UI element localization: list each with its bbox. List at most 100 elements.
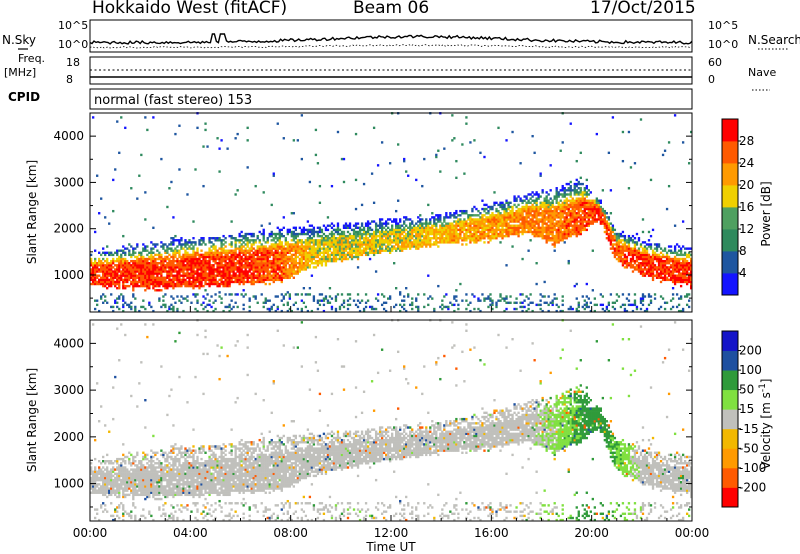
power-cell: [248, 270, 251, 273]
power-cell: [286, 228, 289, 232]
power-cell: [158, 257, 161, 261]
power-cell: [308, 264, 312, 267]
power-cell: [232, 276, 235, 279]
power-cell: [242, 253, 245, 257]
power-cell: [631, 247, 635, 250]
power-cell: [429, 230, 432, 234]
power-cell: [180, 239, 183, 242]
power-cell: [176, 272, 179, 275]
power-cell: [589, 212, 592, 215]
power-cell: [489, 207, 492, 211]
power-cell: [366, 224, 370, 227]
power-cell: [330, 232, 334, 236]
power-cell: [545, 301, 548, 304]
power-cell: [567, 205, 570, 209]
power-cell: [294, 243, 297, 246]
power-cell: [615, 232, 619, 236]
power-cell: [521, 209, 524, 213]
power-cell: [471, 226, 474, 229]
power-cell: [110, 284, 113, 288]
power-cell: [356, 243, 360, 246]
power-cell: [525, 230, 528, 234]
power-cell: [116, 259, 119, 263]
power-cell: [134, 251, 137, 254]
power-cell: [537, 228, 540, 232]
power-cell: [525, 216, 528, 219]
power-cell: [100, 264, 103, 267]
power-cell: [380, 303, 384, 307]
power-cell: [370, 228, 374, 232]
power-cell: [362, 249, 366, 252]
power-cell: [212, 274, 215, 277]
power-cell: [461, 299, 464, 302]
power-cell: [248, 249, 251, 252]
power-cell: [160, 259, 163, 263]
power-cell: [184, 253, 187, 257]
power-cell: [513, 301, 516, 304]
power-cell: [208, 278, 211, 282]
power-cell: [575, 199, 578, 202]
power-cell: [252, 241, 255, 244]
power-cell: [395, 232, 398, 236]
power-cell: [407, 245, 410, 248]
power-cell: [342, 237, 346, 240]
power-cell: [481, 232, 484, 236]
power-cell: [312, 243, 316, 246]
power-cell: [563, 234, 566, 238]
power-cell: [541, 232, 544, 236]
power-cell: [134, 282, 137, 286]
power-cell: [445, 226, 448, 229]
power-cell: [561, 205, 564, 209]
power-cell: [182, 274, 185, 277]
power-cell: [122, 297, 125, 300]
power-cell: [318, 226, 322, 229]
power-cell: [128, 249, 131, 252]
power-cell: [188, 280, 191, 284]
power-cell: [128, 303, 131, 307]
power-cell: [431, 216, 434, 219]
power-cell: [607, 216, 611, 219]
power-cell: [378, 226, 382, 229]
power-cell: [274, 247, 277, 250]
power-cell: [561, 299, 564, 302]
power-cell: [533, 209, 536, 213]
power-cell: [521, 218, 524, 221]
power-cell: [192, 284, 195, 288]
power-cell: [238, 245, 241, 248]
power-cell: [224, 257, 227, 261]
power-cell: [102, 257, 105, 261]
power-cell: [298, 232, 301, 236]
power-cell: [138, 272, 141, 275]
power-cell: [555, 209, 558, 213]
power-cell: [489, 230, 492, 234]
power-cell: [106, 272, 109, 275]
power-cell: [637, 249, 641, 252]
power-cell: [154, 259, 157, 263]
power-cell: [238, 276, 241, 279]
power-cell: [459, 228, 462, 232]
power-cell: [192, 247, 195, 250]
power-cell: [268, 266, 271, 269]
power-cell: [134, 259, 137, 263]
power-cell: [366, 222, 370, 225]
power-cell: [280, 234, 283, 238]
power-cell: [166, 266, 169, 269]
power-cell: [218, 270, 221, 273]
power-cell: [292, 262, 295, 265]
power-cell: [451, 303, 454, 307]
power-cell: [106, 287, 109, 290]
power-cell: [214, 253, 217, 257]
power-cell: [595, 205, 598, 209]
power-cell: [615, 234, 619, 238]
power-cell: [571, 224, 574, 227]
power-cell: [573, 199, 576, 202]
power-cell: [601, 189, 605, 192]
power-cell: [212, 245, 215, 248]
power-cell: [248, 257, 251, 261]
power-cell: [258, 278, 261, 282]
power-cell: [587, 189, 590, 192]
power-cell: [326, 257, 330, 261]
power-cell: [136, 270, 139, 273]
power-cell: [537, 232, 540, 236]
freq-panel: Freq. [MHz] 18 8 60 0 Nave: [4, 52, 776, 91]
